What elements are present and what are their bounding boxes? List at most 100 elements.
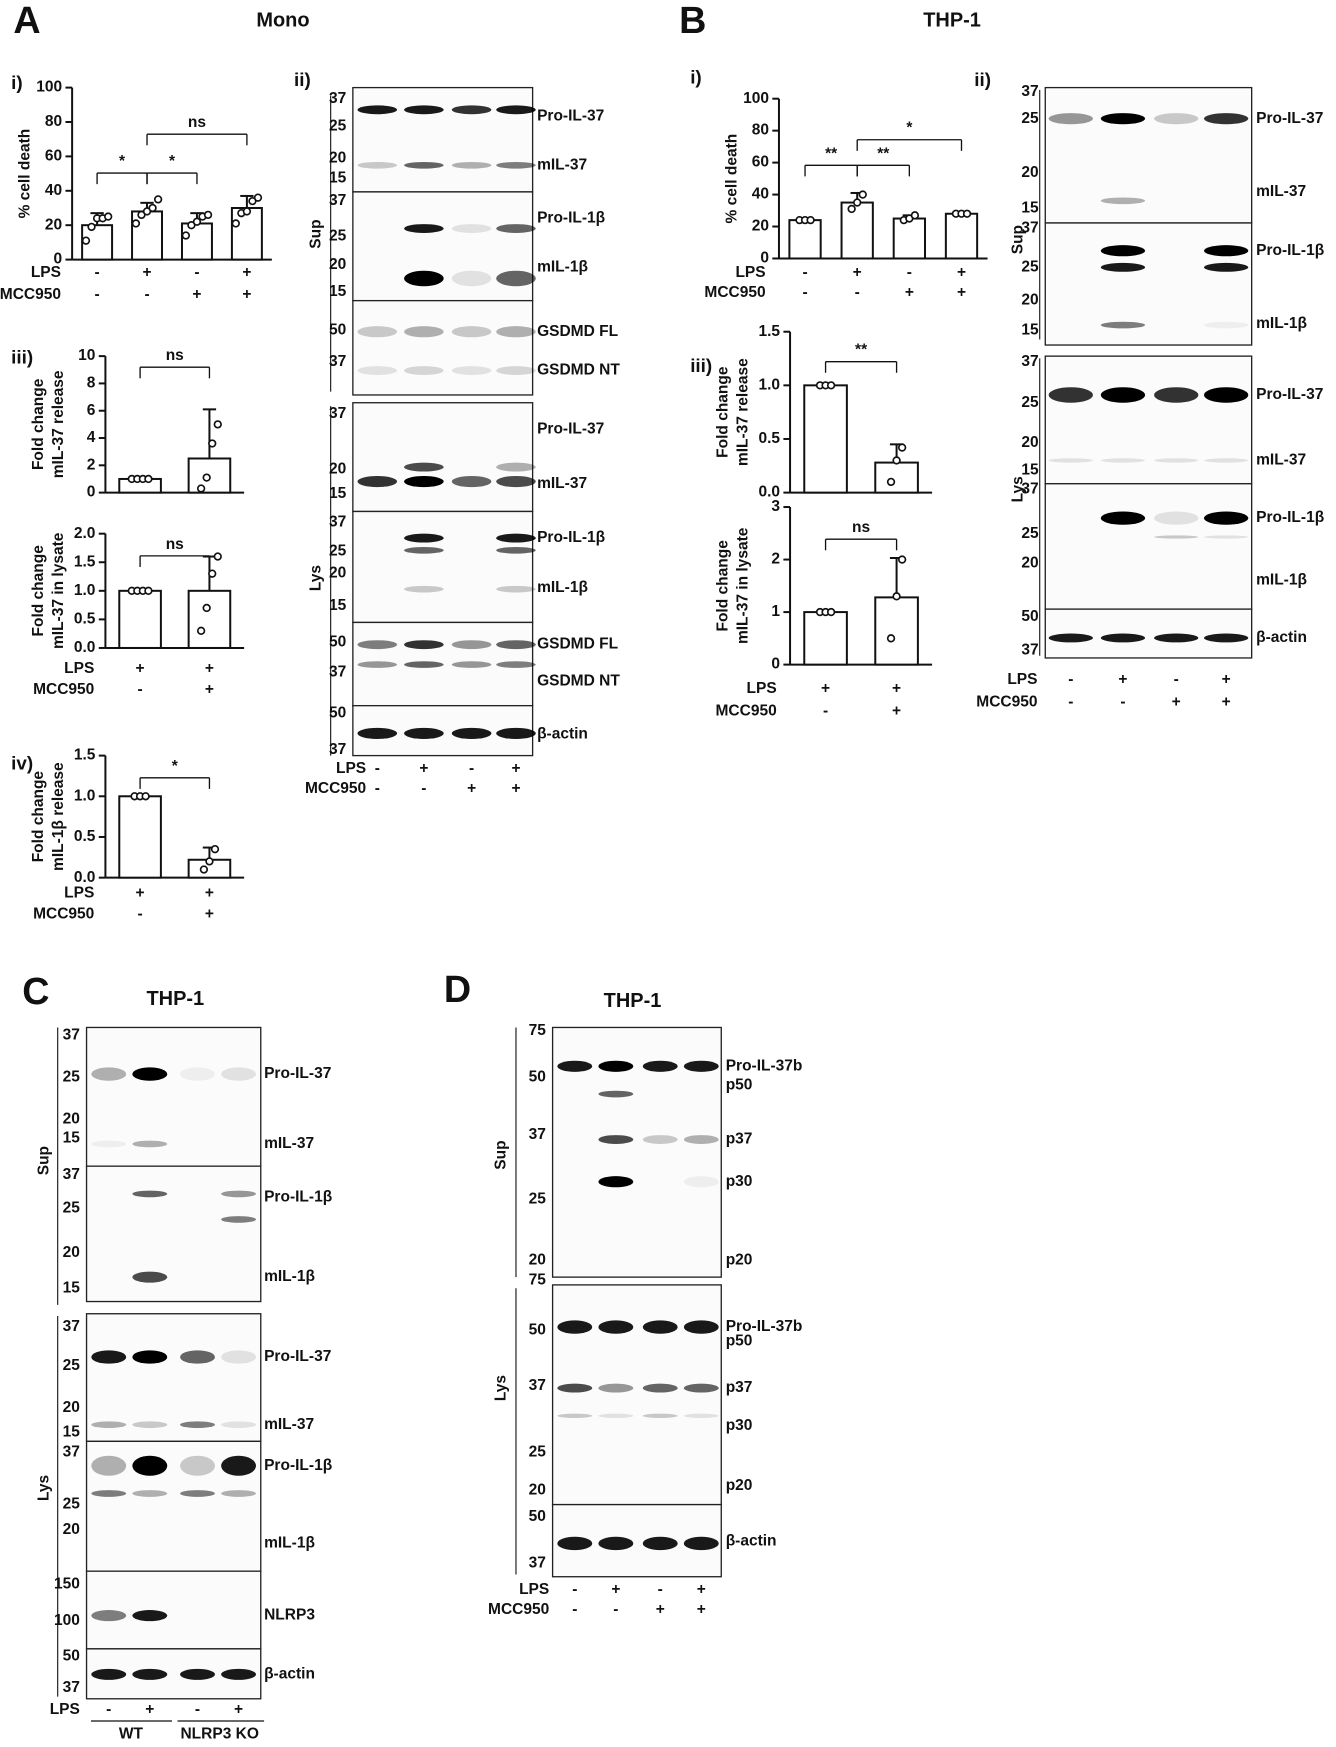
condition-sign: -	[95, 264, 100, 281]
mw-marker: 50	[1021, 608, 1038, 625]
bar	[788, 219, 822, 260]
mw-marker: 37	[529, 1377, 546, 1394]
significance: ns	[166, 536, 184, 553]
band-label: Pro-IL-37b	[726, 1318, 803, 1335]
group-label: NLRP3 KO	[180, 1725, 258, 1742]
mw-marker: 50	[63, 1648, 80, 1665]
y-axis-label: mIL-37 release	[50, 370, 67, 478]
panel-title: THP-1	[604, 990, 662, 1012]
blot-band	[1154, 387, 1199, 403]
bar	[840, 201, 874, 260]
blot-band	[496, 585, 536, 593]
significance: ns	[166, 347, 184, 364]
blot-band	[132, 1067, 168, 1081]
blot-box	[352, 86, 534, 193]
significance: **	[825, 145, 838, 162]
y-tick-label: 80	[752, 122, 769, 139]
condition-sign: +	[242, 286, 251, 303]
band-label: mIL-37	[1256, 452, 1306, 469]
blot-band	[1154, 458, 1199, 463]
blot-box	[85, 1313, 262, 1443]
condition-label: MCC950	[33, 905, 94, 922]
blot-band	[357, 161, 398, 169]
data-point	[213, 420, 222, 429]
blot-band	[91, 1067, 127, 1081]
mw-marker: 25	[63, 1496, 81, 1513]
band-label: mIL-37	[537, 475, 587, 492]
blot-band	[1203, 633, 1249, 643]
bar	[187, 589, 232, 649]
blot-band	[451, 661, 492, 668]
blot-band	[180, 1455, 215, 1476]
band-label: p37	[726, 1131, 753, 1148]
blot-band	[683, 1060, 719, 1072]
mw-marker: 15	[63, 1130, 81, 1147]
mw-marker: 37	[63, 1444, 80, 1461]
mw-marker: 37	[63, 1026, 80, 1043]
y-tick-label: 0	[771, 656, 780, 673]
significance: *	[172, 758, 179, 775]
blot-box	[551, 1284, 722, 1506]
band-label: p30	[726, 1417, 753, 1434]
blot-band	[1100, 262, 1146, 272]
blot-band	[404, 105, 444, 115]
blot-band	[683, 1176, 719, 1188]
data-point	[141, 792, 150, 801]
blot-band	[598, 1060, 634, 1072]
y-axis-label: % cell death	[17, 129, 34, 219]
mw-marker: 25	[1021, 394, 1039, 411]
y-tick-label: 20	[45, 216, 62, 233]
mw-marker: 50	[529, 1321, 546, 1338]
data-point	[148, 203, 157, 213]
condition-sign: -	[375, 780, 380, 797]
blot-band	[683, 1383, 719, 1393]
blot-band	[598, 1383, 634, 1393]
blot-band	[557, 1320, 593, 1334]
y-tick-label: 20	[752, 218, 769, 235]
condition-sign: -	[138, 905, 143, 922]
y-tick-label: 0	[760, 250, 769, 267]
mw-marker: 15	[329, 170, 347, 187]
band-label: mIL-1β	[537, 258, 588, 275]
bar	[131, 210, 164, 261]
y-tick-label: 60	[752, 154, 769, 171]
blot-box	[85, 1026, 262, 1167]
blot-band	[91, 1455, 127, 1476]
blot-band	[404, 546, 444, 554]
blot-band	[132, 1190, 168, 1198]
band-label: mIL-37	[1256, 183, 1306, 200]
blot-band	[1203, 511, 1249, 525]
mw-marker: 100	[54, 1612, 80, 1629]
significance: **	[877, 145, 890, 162]
blot-box	[1044, 222, 1253, 346]
y-tick-label: 0.0	[74, 869, 96, 886]
blot-band	[404, 727, 444, 739]
band-label: Pro-IL-37	[264, 1065, 331, 1082]
data-point	[199, 865, 209, 874]
data-point	[205, 857, 214, 866]
condition-sign: -	[138, 681, 143, 698]
mw-marker: 37	[1021, 220, 1038, 237]
fraction-label: Sup	[493, 1140, 510, 1169]
condition-label: MCC950	[305, 780, 366, 797]
band-label: mIL-1β	[264, 1268, 315, 1285]
condition-sign: +	[957, 264, 966, 281]
mw-marker: 75	[529, 1272, 547, 1289]
mw-marker: 20	[63, 1399, 80, 1416]
y-tick-label: 0	[87, 484, 96, 501]
condition-sign: +	[467, 780, 476, 797]
blot-band	[1048, 633, 1093, 643]
blot-band	[451, 270, 492, 287]
band-label: p30	[726, 1173, 753, 1190]
y-tick-label: 0.0	[758, 484, 780, 501]
mw-marker: 25	[329, 118, 347, 135]
blot-band	[91, 1140, 127, 1148]
panel-title: Mono	[256, 9, 309, 31]
y-tick-label: 10	[78, 347, 95, 364]
blot-band	[357, 640, 398, 650]
blot-band	[1100, 511, 1146, 525]
sub-label: iii)	[11, 346, 33, 367]
y-tick-label: 2	[87, 456, 96, 473]
mw-marker: 15	[329, 485, 347, 502]
band-label: β-actin	[726, 1532, 777, 1549]
